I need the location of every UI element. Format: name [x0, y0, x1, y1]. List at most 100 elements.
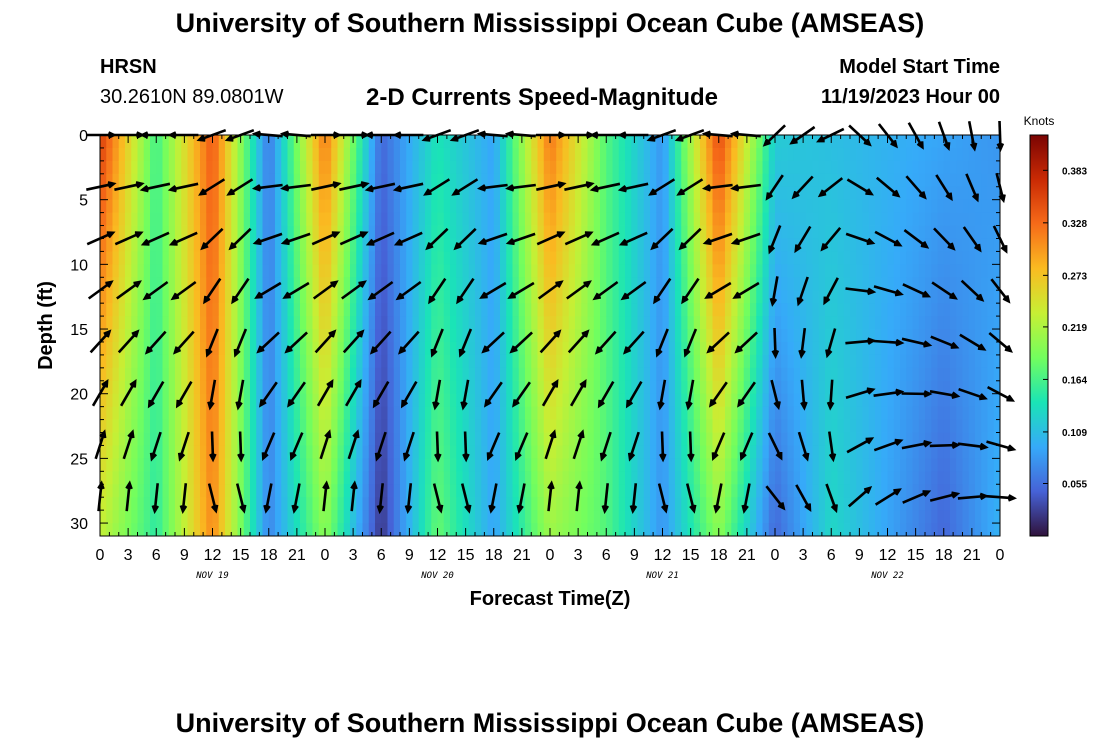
- heatmap-cell: [406, 329, 413, 343]
- heatmap-cell: [325, 135, 332, 149]
- heatmap-cell: [368, 380, 376, 395]
- vector-head: [583, 280, 592, 288]
- heatmap-cell: [468, 160, 476, 175]
- heatmap-cell: [956, 523, 963, 537]
- heatmap-cell: [125, 406, 132, 420]
- heatmap-cell: [700, 199, 707, 214]
- vector-head: [594, 346, 603, 355]
- heatmap-cell: [368, 367, 376, 382]
- heatmap-cell: [143, 173, 151, 188]
- heatmap-cell: [331, 316, 338, 330]
- heatmap-cell: [656, 471, 663, 485]
- heatmap-cell: [712, 160, 720, 175]
- heatmap-cell: [481, 264, 488, 278]
- heatmap-cell: [850, 135, 857, 149]
- heatmap-cell: [500, 458, 507, 472]
- heatmap-cell: [918, 303, 926, 317]
- heatmap-cell: [500, 484, 507, 498]
- heatmap-cell: [312, 432, 320, 446]
- heatmap-cell: [512, 290, 520, 304]
- heatmap-cell: [637, 225, 645, 239]
- heatmap-cell: [543, 316, 551, 330]
- heatmap-cell: [737, 212, 745, 226]
- vector-shaft: [594, 280, 619, 300]
- heatmap-cell: [150, 199, 157, 214]
- heatmap-cell: [993, 471, 1001, 485]
- heatmap-cell: [181, 303, 188, 317]
- heatmap-cell: [893, 380, 901, 395]
- heatmap-cell: [100, 510, 107, 524]
- vector-head: [360, 181, 370, 189]
- heatmap-cell: [206, 393, 213, 408]
- heatmap-cell: [337, 341, 345, 356]
- heatmap-cell: [231, 471, 238, 485]
- heatmap-cell: [962, 458, 970, 472]
- heatmap-cell: [987, 445, 995, 459]
- heatmap-cell: [706, 303, 713, 317]
- heatmap-cell: [137, 212, 145, 226]
- vector-head: [828, 453, 837, 463]
- vector-head: [198, 188, 207, 196]
- heatmap-cell: [718, 199, 726, 214]
- heatmap-cell: [350, 160, 357, 175]
- heatmap-cell: [243, 380, 251, 395]
- heatmap-cell: [893, 497, 901, 511]
- heatmap-cell: [662, 212, 670, 226]
- heatmap-cell: [100, 316, 107, 330]
- heatmap-cell: [993, 251, 1001, 265]
- heatmap-cell: [381, 199, 388, 214]
- heatmap-cell: [993, 173, 1001, 188]
- heatmap-cell: [625, 225, 632, 239]
- heatmap-cell: [531, 264, 538, 278]
- heatmap-cell: [618, 173, 626, 188]
- heatmap-cell: [762, 199, 770, 214]
- heatmap-cell: [375, 341, 382, 356]
- heatmap-cell: [325, 238, 332, 252]
- heatmap-cell: [275, 458, 282, 472]
- heatmap-cell: [937, 510, 945, 524]
- heatmap-cell: [131, 419, 138, 433]
- heatmap-cell: [543, 341, 551, 356]
- heatmap-cell: [225, 329, 232, 343]
- vector-head: [147, 399, 155, 409]
- heatmap-cell: [937, 290, 945, 304]
- heatmap-cell: [912, 147, 920, 162]
- heatmap-cell: [381, 238, 388, 252]
- heatmap-cell: [306, 523, 313, 537]
- heatmap-cell: [756, 303, 763, 317]
- heatmap-cell: [881, 147, 888, 162]
- heatmap-cell: [556, 419, 563, 433]
- heatmap-cell: [343, 510, 351, 524]
- heatmap-cell: [587, 290, 595, 304]
- heatmap-cell: [537, 173, 545, 188]
- heatmap-cell: [506, 135, 513, 149]
- heatmap-cell: [550, 445, 557, 459]
- heatmap-cell: [537, 432, 545, 446]
- heatmap-cell: [950, 251, 957, 265]
- heatmap-cell: [831, 445, 838, 459]
- heatmap-cell: [575, 303, 582, 317]
- heatmap-cell: [806, 316, 813, 330]
- heatmap-cell: [793, 419, 801, 433]
- heatmap-cell: [893, 341, 901, 356]
- heatmap-cell: [625, 471, 632, 485]
- heatmap-cell: [868, 354, 876, 369]
- heatmap-cell: [993, 277, 1001, 291]
- heatmap-cell: [306, 341, 313, 356]
- heatmap-cell: [125, 341, 132, 356]
- heatmap-cell: [756, 199, 763, 214]
- vector-shaft: [825, 483, 838, 511]
- heatmap-cell: [881, 471, 888, 485]
- heatmap-cell: [531, 484, 538, 498]
- heatmap-cell: [993, 445, 1001, 459]
- vector-shaft: [800, 379, 806, 408]
- vector-shaft: [965, 173, 979, 201]
- heatmap-cell: [800, 147, 807, 162]
- heatmap-cell: [706, 458, 713, 472]
- vector-head: [397, 346, 407, 355]
- heatmap-cell: [531, 199, 538, 214]
- heatmap-cell: [256, 303, 263, 317]
- heatmap-cell: [825, 406, 832, 420]
- heatmap-cell: [918, 225, 926, 239]
- heatmap-cell: [750, 367, 757, 382]
